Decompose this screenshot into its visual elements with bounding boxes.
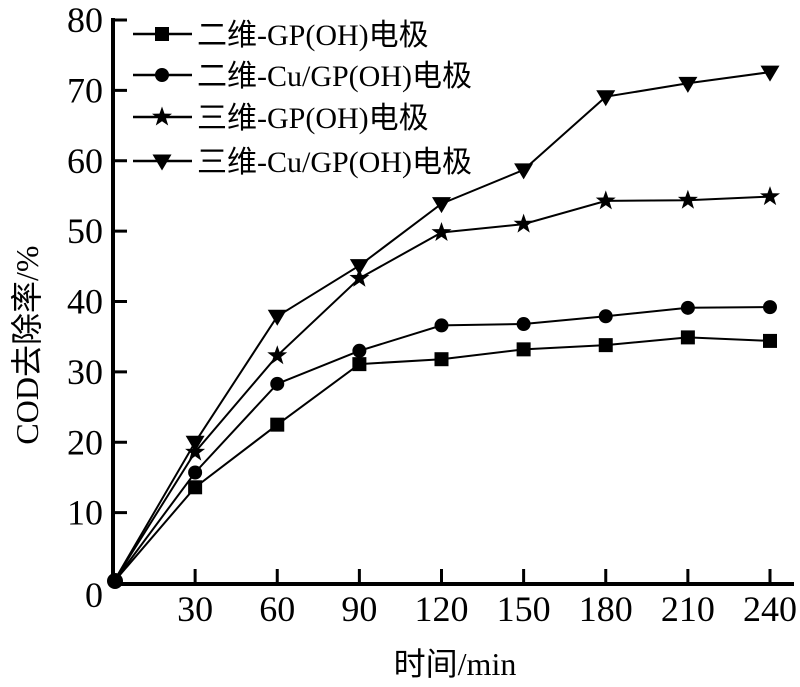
triangle-down-marker-icon [267, 309, 287, 326]
x-axis-title: 时间/min [394, 646, 517, 682]
y-tick-label: 30 [67, 352, 103, 392]
x-tick-label: 90 [341, 589, 377, 629]
star-marker-icon [152, 106, 172, 126]
y-tick-label: 80 [67, 0, 103, 40]
square-marker-icon [352, 357, 367, 372]
triangle-down-marker-icon [760, 65, 780, 82]
circle-marker-icon [188, 465, 203, 480]
star-marker-icon [349, 267, 370, 287]
triangle-down-marker-icon [678, 76, 698, 93]
square-marker-icon [155, 27, 169, 41]
square-marker-icon [188, 480, 203, 495]
series-line-2 [112, 195, 771, 584]
legend-layer [133, 27, 192, 171]
y-tick-label: 10 [67, 493, 103, 533]
star-marker-icon [677, 189, 698, 209]
star-marker-icon [760, 186, 780, 206]
legend-label-2d-cu-gpoh: 二维-Cu/GP(OH)电极 [197, 60, 472, 93]
circle-marker-icon [763, 300, 777, 315]
y-tick-label: 70 [67, 70, 103, 110]
x-tick-label: 210 [661, 589, 715, 629]
legend-label-3d-cu-gpoh: 三维-Cu/GP(OH)电极 [197, 146, 472, 179]
y-tick-label: 0 [85, 575, 103, 615]
circle-marker-icon [434, 318, 449, 333]
triangle-down-marker-icon [349, 259, 369, 276]
triangle-down-marker-icon [596, 90, 616, 107]
legend-label-2d-gpoh: 二维-GP(OH)电极 [197, 19, 429, 52]
square-marker-icon [763, 333, 777, 348]
square-marker-icon [516, 342, 531, 357]
series-line-0 [112, 336, 771, 584]
triangle-down-marker-icon [432, 197, 451, 214]
x-tick-label: 120 [415, 589, 469, 629]
origin-point [107, 573, 123, 589]
star-marker-icon [513, 213, 534, 233]
y-tick-label: 40 [67, 282, 103, 322]
triangle-down-marker-icon [514, 163, 534, 180]
square-marker-icon [598, 338, 613, 353]
triangle-down-marker-icon [152, 154, 172, 171]
circle-marker-icon [352, 343, 367, 358]
axes-layer: 30 60 90 120 150 180 210 240 0 10 20 30 40 50 60 70 80 [67, 0, 797, 629]
series-layer [107, 65, 780, 589]
x-tick-label: 240 [743, 589, 797, 629]
y-axis-title: COD去除率/% [9, 245, 45, 444]
circle-marker-icon [155, 68, 169, 82]
y-tick-label: 60 [67, 141, 103, 181]
circle-marker-icon [680, 300, 695, 315]
star-marker-icon [595, 190, 616, 210]
square-marker-icon [270, 417, 285, 432]
x-tick-label: 150 [497, 589, 551, 629]
legend-label-3d-gpoh: 三维-GP(OH)电极 [197, 102, 429, 135]
y-tick-label: 20 [67, 422, 103, 462]
star-marker-icon [431, 222, 452, 241]
circle-marker-icon [598, 309, 613, 324]
y-tick-label: 50 [67, 211, 103, 251]
series-line-1 [112, 306, 771, 584]
star-marker-icon [267, 345, 288, 365]
x-tick-label: 30 [177, 589, 213, 629]
square-marker-icon [680, 330, 695, 345]
triangle-down-marker-icon [185, 435, 205, 452]
circle-marker-icon [516, 317, 531, 332]
x-tick-label: 180 [579, 589, 633, 629]
circle-marker-icon [270, 376, 285, 391]
square-marker-icon [434, 352, 449, 367]
x-tick-label: 60 [259, 589, 295, 629]
